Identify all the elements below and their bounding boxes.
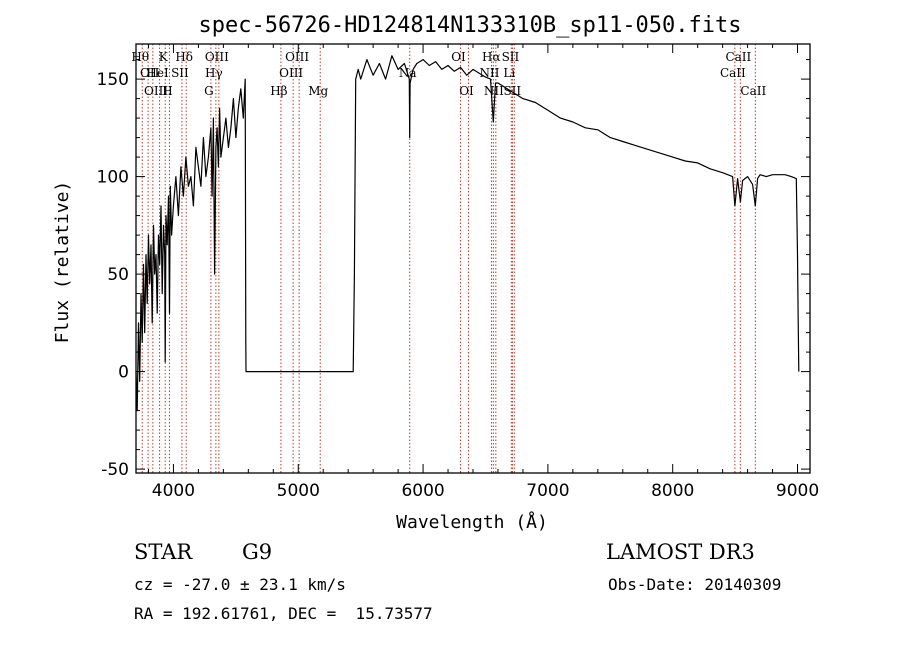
x-tick-label: 4000 [152, 481, 195, 501]
spectral-line-label: Li [503, 66, 515, 80]
spectrum-chart: spec-56726-HD124814N133310B_sp11-050.fit… [52, 13, 819, 533]
y-axis: -50 0 50 100 150 [97, 59, 810, 480]
observation-date: Obs-Date: 20140309 [608, 575, 782, 594]
spectral-line-label: Hα [482, 50, 501, 64]
survey-name: LAMOST DR3 [606, 540, 755, 564]
spectral-line-label: CaII [720, 66, 746, 80]
spectral-line-label: Mg [308, 84, 328, 98]
x-tick-label: 7000 [526, 481, 569, 501]
spectral-line-label: OI [459, 84, 474, 98]
object-subclass: G9 [242, 540, 273, 564]
x-tick-label: 8000 [651, 481, 694, 501]
spectral-line-label: Hγ [205, 66, 223, 80]
spectrum-line [135, 55, 800, 412]
spectral-line-label: HeI [146, 66, 169, 80]
y-tick-label: 150 [97, 70, 129, 90]
y-tick-label: 0 [118, 363, 129, 383]
spectral-line-label: NII [479, 66, 499, 80]
spectral-line-label: OIII [285, 50, 309, 64]
spectral-line-label: SII [502, 50, 520, 64]
plot-frame [135, 43, 811, 474]
spectral-line-label: Hθ [131, 50, 149, 64]
spectrum-series [135, 55, 800, 412]
x-axis-label: Wavelength (Å) [396, 511, 548, 533]
spectral-line-label: CaII [725, 50, 751, 64]
y-tick-label: -50 [101, 460, 129, 480]
spectral-line-label: Hβ [270, 84, 287, 98]
spectral-line-label: OIII [279, 66, 303, 80]
spectral-line-label: NII [484, 84, 504, 98]
spectral-line-label: K [159, 50, 169, 64]
x-tick-label: 5000 [277, 481, 320, 501]
y-tick-label: 50 [107, 265, 129, 285]
spectral-line-label: OIII [144, 84, 168, 98]
spectral-line-markers [141, 44, 756, 473]
object-class: STAR [134, 540, 193, 564]
spectral-line-label: Hδ [175, 50, 193, 64]
spectral-line-label: H [162, 84, 172, 98]
y-axis-label: Flux (relative) [52, 181, 73, 344]
redshift-cz: cz = -27.0 ± 23.1 km/s [134, 575, 346, 594]
chart-title: spec-56726-HD124814N133310B_sp11-050.fit… [198, 13, 741, 38]
x-tick-label: 6000 [401, 481, 444, 501]
y-tick-label: 100 [97, 168, 129, 188]
spectral-line-labels: HθHeIKHSIIHδGHγOIIIHβOIIIOIIIMgNaOIOINII… [131, 50, 766, 98]
spectral-line-label: CaII [740, 84, 766, 98]
x-tick-label: 9000 [776, 481, 819, 501]
spectral-line-label: G [204, 84, 214, 98]
spectral-line-label: OII [140, 66, 160, 80]
spectral-line-label: OIII [205, 50, 229, 64]
spectral-line-label: OI [451, 50, 466, 64]
coordinates: RA = 192.61761, DEC = 15.73577 [134, 604, 433, 623]
spectral-line-label: SII [171, 66, 189, 80]
x-axis: 4000 5000 6000 7000 8000 9000 [147, 44, 819, 501]
